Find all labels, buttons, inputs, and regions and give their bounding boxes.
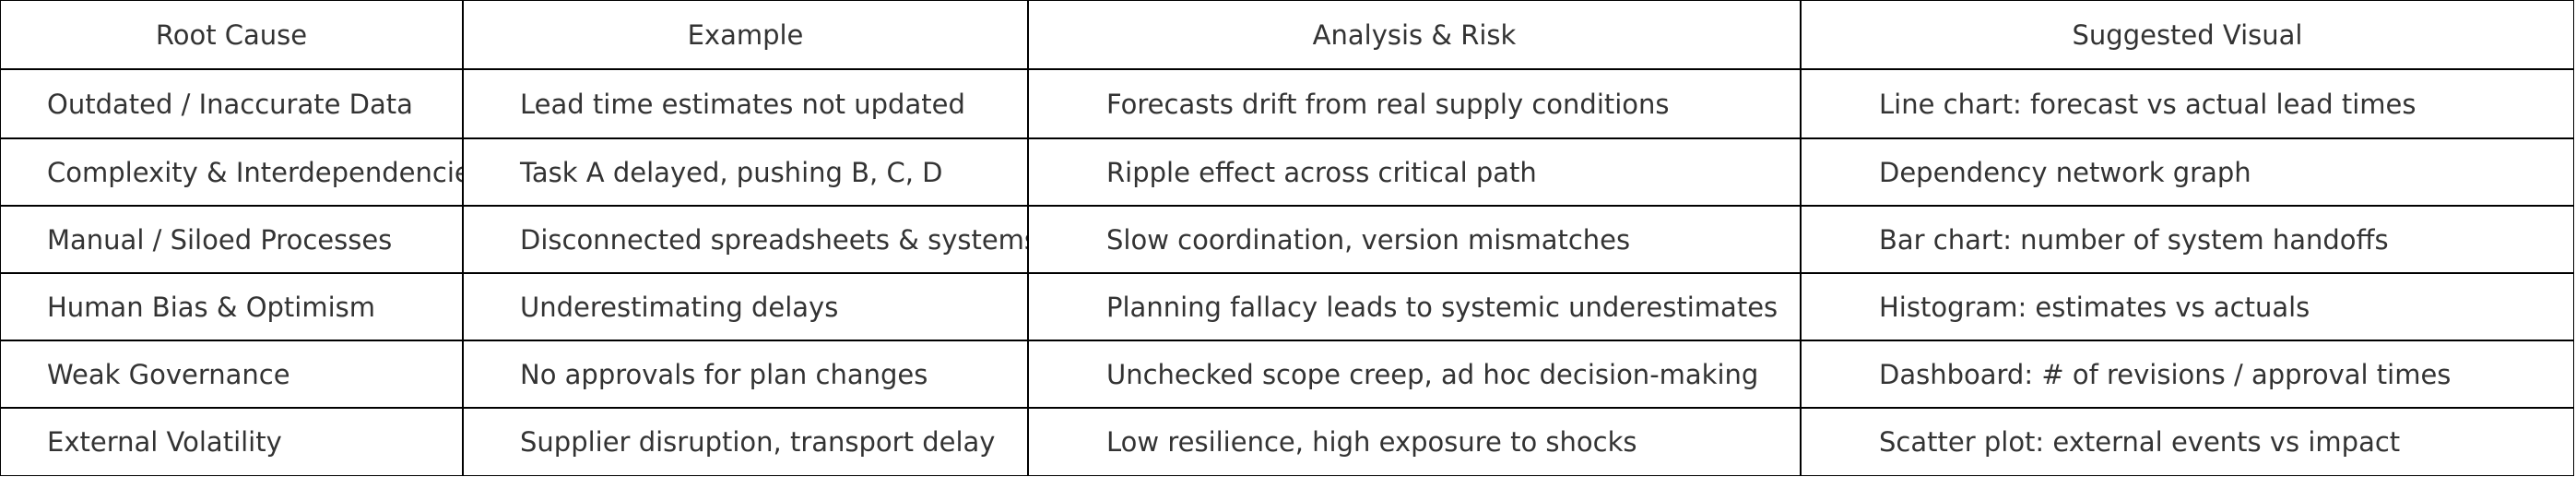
table-cell: Disconnected spreadsheets & systems [463, 206, 1028, 273]
table-cell: Outdated / Inaccurate Data [0, 69, 463, 138]
table-cell: Line chart: forecast vs actual lead time… [1801, 69, 2574, 138]
table-cell: Supplier disruption, transport delay [463, 408, 1028, 476]
table-cell: Unchecked scope creep, ad hoc decision-m… [1028, 340, 1801, 408]
table-cell: Human Bias & Optimism [0, 273, 463, 340]
table-cell: Ripple effect across critical path [1028, 138, 1801, 206]
header-cell: Analysis & Risk [1028, 0, 1801, 69]
table-cell: Dashboard: # of revisions / approval tim… [1801, 340, 2574, 408]
table-cell: Dependency network graph [1801, 138, 2574, 206]
table-cell: Histogram: estimates vs actuals [1801, 273, 2574, 340]
table-cell: Task A delayed, pushing B, C, D [463, 138, 1028, 206]
table-cell: Manual / Siloed Processes [0, 206, 463, 273]
table-cell: Weak Governance [0, 340, 463, 408]
table-cell: Complexity & Interdependencies [0, 138, 463, 206]
table-cell: External Volatility [0, 408, 463, 476]
table-cell: Underestimating delays [463, 273, 1028, 340]
table-cell: Low resilience, high exposure to shocks [1028, 408, 1801, 476]
table-cell: Slow coordination, version mismatches [1028, 206, 1801, 273]
table-cell: Bar chart: number of system handoffs [1801, 206, 2574, 273]
header-cell: Suggested Visual [1801, 0, 2574, 69]
table-cell: Forecasts drift from real supply conditi… [1028, 69, 1801, 138]
header-cell: Example [463, 0, 1028, 69]
table-cell: Scatter plot: external events vs impact [1801, 408, 2574, 476]
header-cell: Root Cause [0, 0, 463, 69]
table-cell: Planning fallacy leads to systemic under… [1028, 273, 1801, 340]
table-cell: Lead time estimates not updated [463, 69, 1028, 138]
table-cell: No approvals for plan changes [463, 340, 1028, 408]
